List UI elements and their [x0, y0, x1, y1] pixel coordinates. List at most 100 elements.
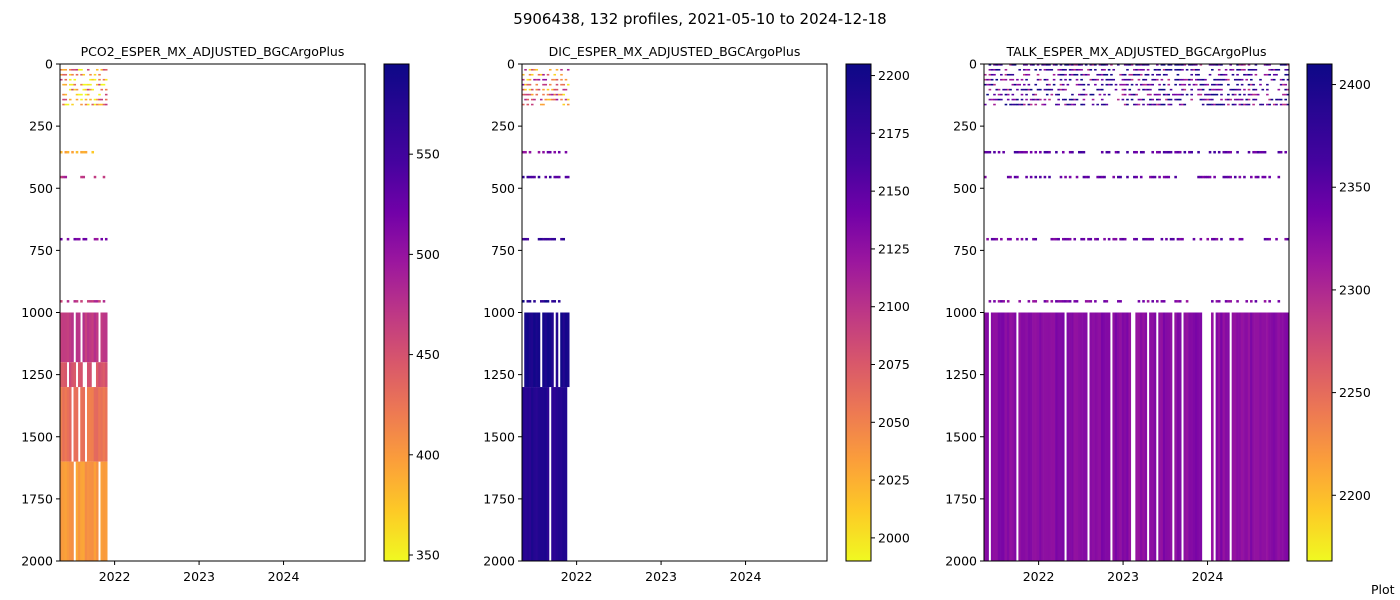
heatmap-cell	[1123, 78, 1127, 81]
heatmap-cell	[1213, 88, 1216, 91]
heatmap-cell	[93, 175, 97, 179]
heatmap-cell	[93, 237, 97, 241]
y-tick-label: 1750	[21, 491, 53, 506]
heatmap-cell	[1217, 88, 1221, 91]
heatmap-cell	[1238, 88, 1242, 91]
y-tick-label: 0	[507, 57, 515, 72]
heatmap-cell	[1217, 78, 1221, 81]
heatmap-cell	[1213, 237, 1216, 241]
panel-title: DIC_ESPER_MX_ADJUSTED_BGCArgoPlus	[549, 44, 801, 59]
heatmap-cell	[1155, 103, 1159, 106]
heatmap-cell	[1279, 64, 1283, 66]
heatmap-cell	[1231, 88, 1235, 91]
heatmap-cell	[1231, 312, 1235, 561]
heatmap-cell	[1029, 103, 1033, 106]
heatmap-cell	[95, 68, 99, 71]
heatmap-cell	[1231, 237, 1235, 241]
heatmap-cell	[1176, 93, 1180, 96]
heatmap-cell	[1245, 98, 1249, 101]
heatmap-cell	[1123, 83, 1127, 86]
heatmap-cell	[1151, 78, 1154, 81]
heatmap-cell	[1022, 64, 1026, 66]
heatmap-cell	[564, 175, 568, 179]
heatmap-cell	[60, 175, 63, 179]
heatmap-cell	[1043, 150, 1047, 154]
heatmap-cell	[1261, 88, 1265, 91]
heatmap-cell	[98, 98, 101, 101]
colorbar-tick-label: 2025	[878, 473, 910, 488]
heatmap-cell	[86, 83, 90, 86]
heatmap-cell	[1190, 88, 1193, 91]
heatmap-cell	[1084, 93, 1088, 96]
heatmap-cell	[100, 98, 104, 101]
heatmap-cell	[548, 68, 552, 71]
heatmap-cell	[1059, 83, 1063, 86]
heatmap-cell	[1137, 68, 1141, 71]
heatmap-cell	[560, 93, 563, 96]
y-tick-label: 1000	[945, 305, 977, 320]
heatmap-cell	[1144, 78, 1148, 81]
heatmap-cell	[1039, 88, 1042, 91]
heatmap-cell	[1268, 237, 1271, 241]
heatmap-cell	[1029, 175, 1033, 179]
heatmap-cell	[566, 312, 570, 388]
heatmap-cell	[544, 78, 548, 81]
heatmap-cell	[1061, 98, 1065, 101]
heatmap-cell	[1100, 175, 1104, 179]
heatmap-cell	[1217, 64, 1221, 66]
heatmap-cell	[1032, 312, 1035, 561]
heatmap-cell	[84, 83, 88, 86]
heatmap-cell	[1282, 78, 1285, 81]
heatmap-cell	[1199, 83, 1203, 86]
heatmap-cell	[1183, 312, 1187, 561]
heatmap-cell	[990, 83, 994, 86]
y-tick-label: 0	[969, 57, 977, 72]
heatmap-cell	[100, 83, 104, 86]
heatmap-cell	[990, 68, 994, 71]
heatmap-cell	[1071, 73, 1074, 76]
heatmap-cell	[1160, 64, 1164, 66]
heatmap-cell	[1211, 93, 1214, 96]
heatmap-cell	[1263, 64, 1267, 66]
heatmap-cell	[1103, 312, 1106, 561]
heatmap-cell	[526, 300, 530, 303]
heatmap-cell	[1068, 237, 1072, 241]
y-tick-label: 2000	[483, 554, 515, 569]
heatmap-cell	[984, 103, 987, 106]
heatmap-cell	[1135, 312, 1138, 561]
heatmap-cell	[95, 461, 99, 561]
heatmap-cell	[75, 387, 79, 462]
heatmap-cell	[1112, 68, 1116, 71]
heatmap-cell	[60, 78, 63, 81]
heatmap-cell	[546, 150, 550, 154]
heatmap-cell	[1254, 68, 1258, 71]
heatmap-cell	[1215, 83, 1219, 86]
heatmap-cell	[75, 312, 79, 363]
heatmap-cell	[64, 150, 68, 154]
heatmap-cell	[1149, 312, 1152, 561]
heatmap-cell	[1123, 312, 1127, 561]
heatmap-cell	[100, 312, 104, 363]
heatmap-cell	[522, 175, 525, 179]
heatmap-cell	[1183, 78, 1187, 81]
heatmap-cell	[1245, 312, 1249, 561]
heatmap-cell	[68, 78, 72, 81]
heatmap-cell	[1215, 64, 1219, 66]
heatmap-cell	[988, 98, 992, 101]
heatmap-cell	[522, 150, 525, 154]
heatmap-cell	[89, 362, 92, 388]
heatmap-cell	[1094, 237, 1097, 241]
heatmap-cell	[1201, 103, 1205, 106]
heatmap-cell	[1135, 73, 1138, 76]
heatmap-cell	[1220, 73, 1223, 76]
heatmap-cell	[1178, 64, 1182, 66]
heatmap-cell	[91, 88, 95, 91]
heatmap-cell	[1194, 73, 1198, 76]
heatmap-cell	[1181, 64, 1184, 66]
heatmap-cell	[1217, 312, 1221, 561]
heatmap-cell	[73, 88, 77, 91]
heatmap-cell	[1144, 73, 1148, 76]
heatmap-cell	[1110, 78, 1113, 81]
heatmap-cell	[102, 68, 106, 71]
heatmap-cell	[1041, 64, 1044, 66]
